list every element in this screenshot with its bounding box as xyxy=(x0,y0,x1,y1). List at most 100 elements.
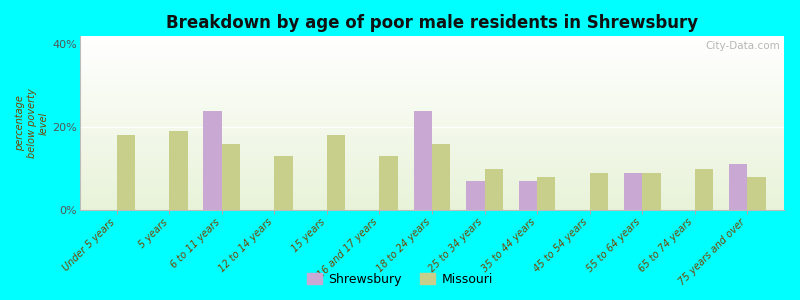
Bar xyxy=(80,173,784,175)
Bar xyxy=(80,36,784,38)
Bar xyxy=(117,135,135,210)
Bar xyxy=(80,154,784,156)
Bar xyxy=(80,130,784,132)
Bar xyxy=(80,121,784,123)
Bar xyxy=(624,173,642,210)
Bar xyxy=(80,160,784,161)
Bar xyxy=(80,114,784,116)
Bar xyxy=(537,177,555,210)
Bar xyxy=(80,55,784,57)
Bar xyxy=(80,188,784,189)
Bar xyxy=(642,173,661,210)
Bar xyxy=(694,169,713,210)
Bar xyxy=(80,90,784,92)
Bar xyxy=(485,169,503,210)
Bar xyxy=(747,177,766,210)
Bar xyxy=(80,50,784,52)
Bar xyxy=(80,161,784,163)
Bar xyxy=(80,74,784,76)
Bar xyxy=(414,111,432,210)
Bar xyxy=(80,125,784,127)
Bar xyxy=(80,86,784,88)
Bar xyxy=(80,191,784,193)
Bar xyxy=(80,206,784,208)
Bar xyxy=(80,99,784,100)
Bar xyxy=(80,60,784,62)
Bar xyxy=(80,163,784,165)
Title: Breakdown by age of poor male residents in Shrewsbury: Breakdown by age of poor male residents … xyxy=(166,14,698,32)
Bar xyxy=(80,57,784,58)
Bar xyxy=(80,149,784,151)
Bar xyxy=(80,196,784,198)
Bar xyxy=(80,134,784,135)
Bar xyxy=(80,168,784,170)
Bar xyxy=(80,97,784,99)
Bar xyxy=(80,153,784,154)
Bar xyxy=(80,45,784,46)
Y-axis label: percentage
below poverty
level: percentage below poverty level xyxy=(15,88,48,158)
Bar xyxy=(170,131,188,210)
Bar xyxy=(80,71,784,73)
Legend: Shrewsbury, Missouri: Shrewsbury, Missouri xyxy=(302,268,498,291)
Bar xyxy=(80,118,784,119)
Bar xyxy=(80,119,784,121)
Bar xyxy=(80,193,784,194)
Bar xyxy=(80,111,784,112)
Bar xyxy=(466,181,485,210)
Bar xyxy=(80,69,784,71)
Bar xyxy=(80,41,784,43)
Bar xyxy=(80,93,784,95)
Bar xyxy=(80,128,784,130)
Bar xyxy=(222,144,240,210)
Bar xyxy=(80,43,784,45)
Bar xyxy=(729,164,747,210)
Bar xyxy=(80,88,784,90)
Bar xyxy=(80,142,784,144)
Bar xyxy=(80,186,784,188)
Bar xyxy=(80,158,784,160)
Bar xyxy=(80,104,784,106)
Bar xyxy=(80,64,784,66)
Bar xyxy=(80,132,784,134)
Bar xyxy=(80,73,784,74)
Bar xyxy=(80,182,784,184)
Bar xyxy=(80,139,784,140)
Bar xyxy=(590,173,608,210)
Bar xyxy=(80,48,784,50)
Bar xyxy=(80,137,784,139)
Bar xyxy=(80,201,784,203)
Bar xyxy=(80,140,784,142)
Bar xyxy=(80,66,784,67)
Bar xyxy=(80,81,784,83)
Bar xyxy=(80,58,784,60)
Bar xyxy=(274,156,293,210)
Bar xyxy=(80,146,784,147)
Bar xyxy=(80,92,784,93)
Bar xyxy=(80,179,784,180)
Bar xyxy=(80,170,784,172)
Bar xyxy=(80,102,784,104)
Bar xyxy=(80,78,784,80)
Bar xyxy=(80,172,784,173)
Bar xyxy=(80,144,784,146)
Bar xyxy=(379,156,398,210)
Bar xyxy=(80,177,784,179)
Bar xyxy=(80,200,784,201)
Bar xyxy=(80,95,784,97)
Bar xyxy=(80,167,784,168)
Bar xyxy=(80,116,784,118)
Bar xyxy=(80,194,784,196)
Bar xyxy=(327,135,346,210)
Bar xyxy=(80,100,784,102)
Bar xyxy=(80,76,784,78)
Bar xyxy=(80,175,784,177)
Bar xyxy=(80,62,784,64)
Bar xyxy=(80,52,784,53)
Bar xyxy=(80,109,784,111)
Bar xyxy=(80,127,784,128)
Bar xyxy=(203,111,222,210)
Bar xyxy=(80,147,784,149)
Bar xyxy=(80,156,784,158)
Bar xyxy=(80,189,784,191)
Bar xyxy=(80,106,784,107)
